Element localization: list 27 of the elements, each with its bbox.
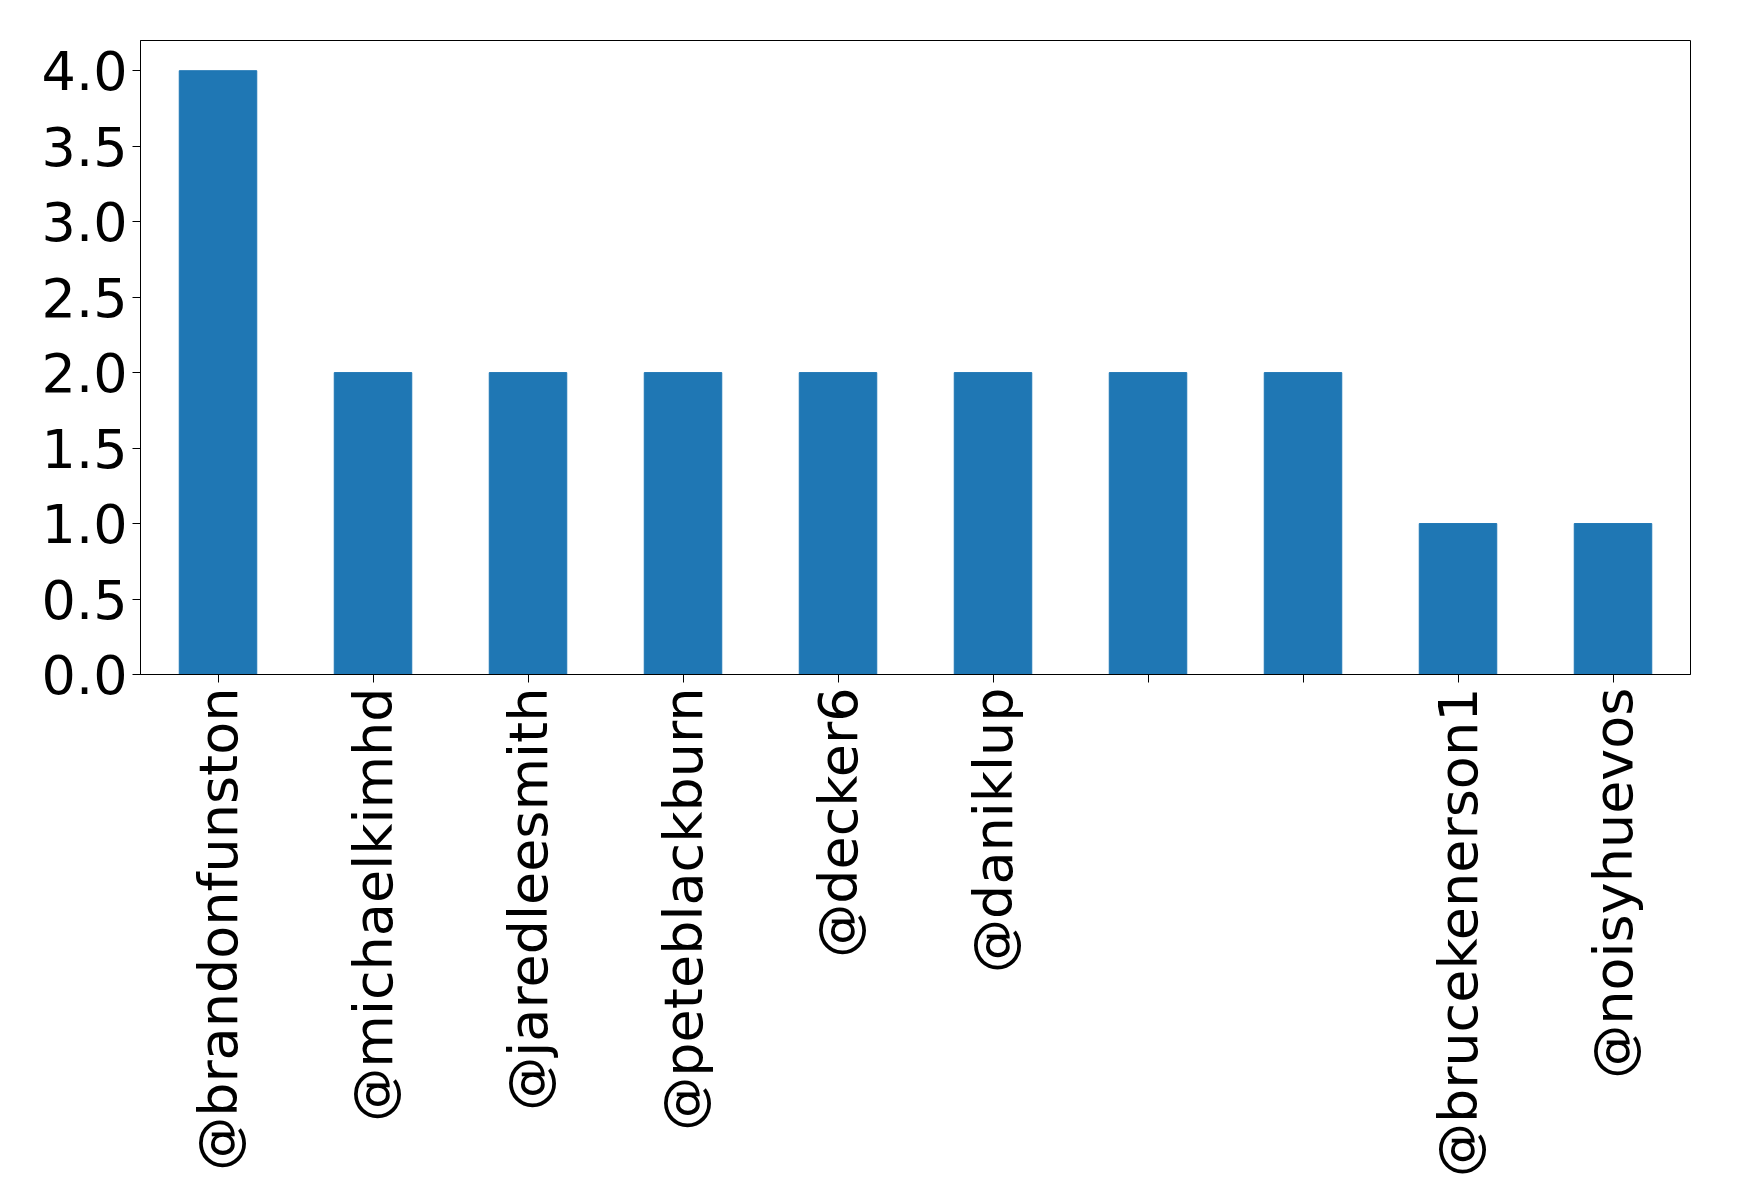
bar (333, 372, 413, 675)
y-tick-label: 4.0 (41, 40, 128, 104)
y-tick-label: 1.0 (41, 493, 128, 557)
x-tick-label: @brandonfunston (186, 687, 250, 1171)
bar (798, 372, 878, 675)
bar (488, 372, 568, 675)
x-tick-label: @jaredleesmith (496, 687, 560, 1111)
x-tick-label: @brucekenerson1 (1426, 687, 1490, 1178)
bar (953, 372, 1033, 675)
bar (643, 372, 723, 675)
bar (1108, 372, 1188, 675)
bar (1418, 523, 1498, 675)
y-tick-label: 2.0 (41, 342, 128, 406)
y-tick-label: 1.5 (41, 417, 128, 481)
y-tick-label: 2.5 (41, 266, 128, 330)
x-tick-label: @noisyhuevos (1581, 687, 1645, 1079)
x-tick-label: @daniklup (961, 687, 1025, 973)
x-tick-label: @decker6 (806, 687, 870, 958)
y-tick-label: 0.5 (41, 568, 128, 632)
bar (1573, 523, 1653, 675)
bar (1263, 372, 1343, 675)
y-tick-label: 0.0 (41, 644, 128, 707)
y-tick-label: 3.5 (41, 115, 128, 179)
y-tick-label: 3.0 (41, 191, 128, 255)
x-tick-label: @michaelkimhd (341, 687, 405, 1122)
x-tick-label: @peteblackburn (651, 687, 715, 1131)
bar (178, 70, 258, 675)
